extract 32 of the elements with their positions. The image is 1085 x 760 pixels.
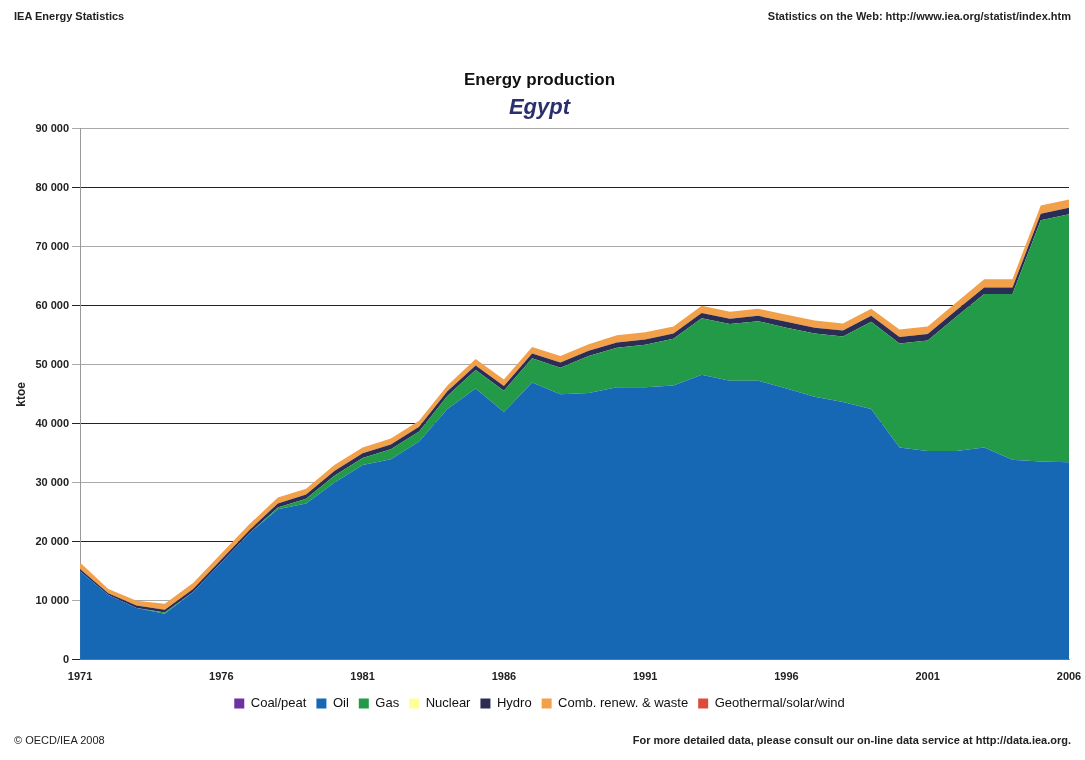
y-tick-label: 40 000 (35, 416, 70, 429)
text: © OECD/IEA 2008 (14, 734, 105, 746)
legend-label: Nuclear (425, 695, 472, 711)
y-tick-label: 20 000 (35, 534, 70, 547)
x-tick-label: 2006 (1056, 670, 1082, 683)
x-tick-label: 1986 (491, 670, 517, 683)
x-tick-label: 1981 (350, 670, 375, 683)
legend-label: Hydro (496, 695, 532, 711)
chart-subtitle: Egypt (508, 93, 572, 119)
y-tick-label: 50 000 (35, 357, 70, 370)
text: For more detailed data, please consult our on-line data service at http://data.iea.org. (632, 734, 1071, 746)
y-tick-label: 0 (62, 652, 70, 665)
x-tick-label: 2001 (915, 670, 940, 683)
y-tick-label: 70 000 (35, 239, 70, 252)
text: Statistics on the Web: http://www.iea.org/statist/index.htm (767, 10, 1071, 22)
legend-label: Comb. renew. & waste (558, 695, 689, 711)
y-tick-label: 30 000 (35, 475, 70, 488)
legend-label: Coal/peat (250, 695, 307, 711)
y-tick-label: 10 000 (35, 593, 70, 606)
legend-label: Oil (332, 695, 349, 711)
legend-label: Geothermal/solar/wind (714, 695, 845, 711)
text: IEA Energy Statistics (14, 10, 125, 22)
y-tick-label: 80 000 (35, 180, 70, 193)
y-axis-title: ktoe (13, 381, 28, 407)
x-tick-label: 1991 (632, 670, 658, 683)
y-tick-label: 60 000 (35, 298, 70, 311)
x-tick-label: 1976 (209, 670, 234, 683)
y-tick-label: 90 000 (35, 121, 70, 134)
x-tick-label: 1971 (67, 670, 93, 683)
legend-label: Gas (375, 695, 400, 711)
chart-title: Energy production (463, 69, 616, 89)
x-tick-label: 1996 (774, 670, 799, 683)
